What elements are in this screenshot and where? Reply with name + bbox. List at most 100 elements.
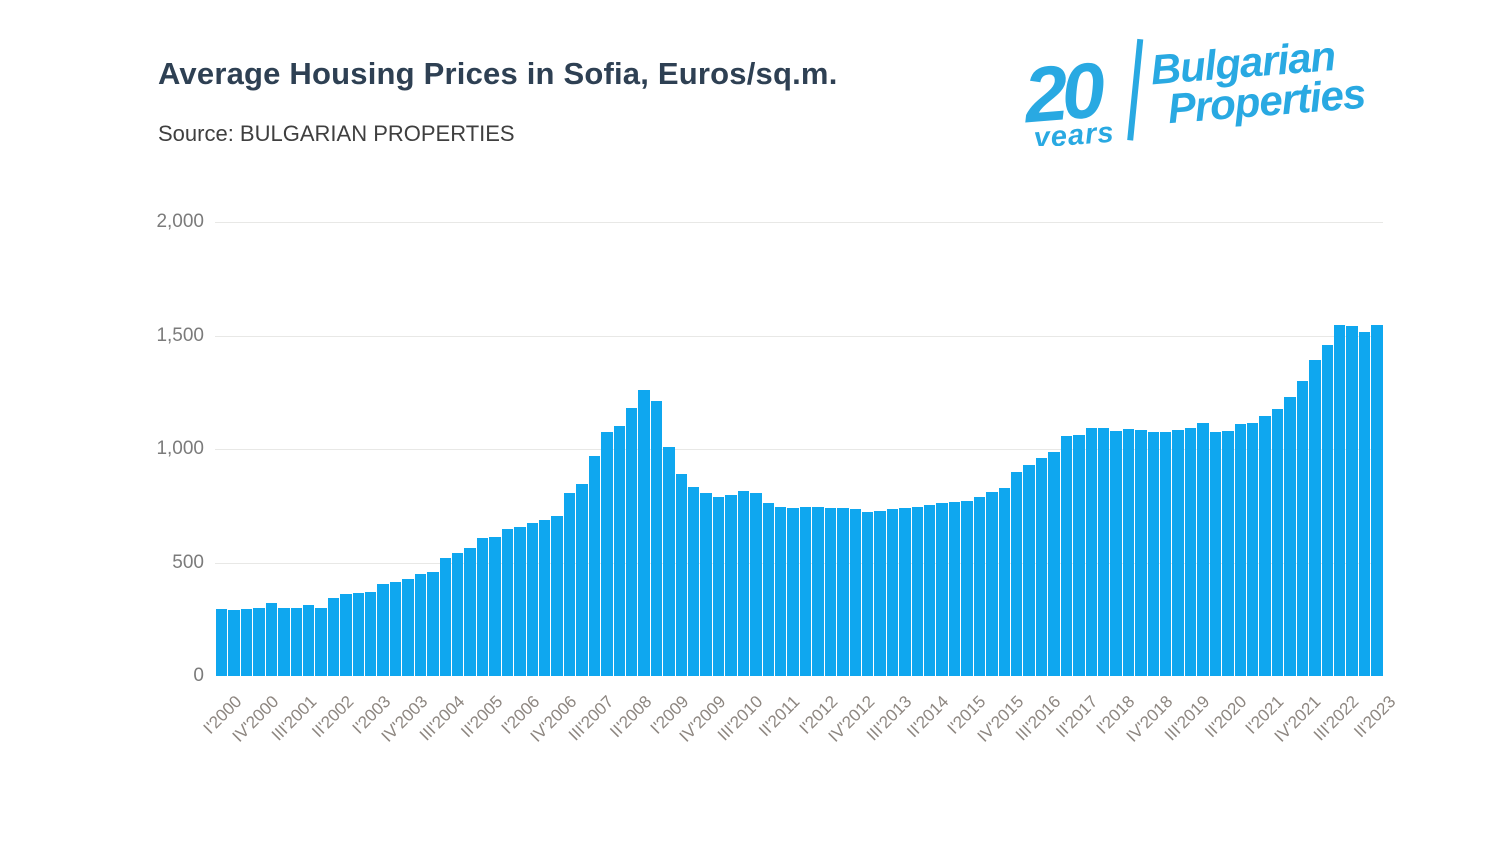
y-axis-label: 1,500 (156, 325, 204, 346)
bar-III'2003 (389, 582, 402, 676)
bar-I'2006 (514, 527, 526, 676)
bar-II'2007 (576, 484, 588, 676)
bar-II'2015 (973, 497, 986, 676)
bar-I'2015 (961, 501, 973, 676)
bar-III'2006 (538, 520, 551, 676)
y-axis-label: 500 (172, 552, 204, 573)
bar-II'2014 (924, 505, 936, 676)
bar-II'2020 (1222, 431, 1234, 676)
gridline-y-2000 (215, 222, 1383, 223)
bar-III'2020 (1234, 424, 1247, 676)
bar-I'2011 (762, 503, 774, 676)
bar-IV'2016 (1048, 452, 1060, 676)
source-label: Source: BULGARIAN PROPERTIES (158, 121, 515, 146)
bar-I'2010 (712, 497, 725, 676)
gridline-y-1500 (215, 336, 1383, 337)
bar-III'2013 (886, 509, 899, 676)
bar-I'2003 (365, 592, 377, 676)
bar-II'2016 (1023, 465, 1035, 676)
bar-III'2018 (1135, 430, 1147, 676)
bar-IV'2010 (750, 493, 762, 676)
bar-I'2009 (663, 447, 675, 676)
bar-IV'2008 (650, 401, 663, 676)
bar-I'2002 (315, 608, 327, 676)
bar-III'2009 (688, 487, 700, 676)
bar-I'2021 (1259, 416, 1271, 676)
bar-IV'2013 (899, 508, 911, 676)
bar-III'2012 (837, 508, 849, 676)
bar-IV'2015 (998, 488, 1010, 676)
bar-III'2010 (737, 491, 750, 676)
bar-IV'2011 (799, 507, 812, 676)
brand-logo: 20 years Bulgarian Properties (1019, 32, 1367, 146)
logo-slash (1127, 38, 1144, 141)
bar-IV'2006 (551, 516, 563, 676)
bar-II'2004 (427, 572, 439, 676)
page-title: Average Housing Prices in Sofia, Euros/s… (158, 56, 838, 91)
bar-III'2000 (240, 609, 253, 676)
y-axis-label: 0 (193, 665, 204, 686)
bar-III'2019 (1184, 428, 1197, 676)
bar-II'2013 (874, 511, 886, 676)
bar-IV'2009 (700, 493, 712, 676)
gridline-y-500 (215, 563, 1383, 564)
bar-I'2014 (911, 507, 924, 676)
bar-III'2002 (340, 594, 352, 676)
bar-II'2022 (1321, 345, 1333, 676)
bar-I'2008 (613, 426, 625, 676)
bar-III'2021 (1284, 397, 1296, 676)
bar-I'2022 (1309, 360, 1321, 676)
bar-II'2008 (625, 408, 638, 676)
bar-I'2001 (265, 603, 278, 676)
bar-I'2018 (1110, 431, 1122, 676)
bar-III'2005 (489, 537, 501, 676)
bar-II'2018 (1122, 429, 1135, 676)
bar-IV'2000 (253, 608, 265, 676)
bar-III'2015 (986, 492, 998, 676)
bar-IV'2007 (601, 432, 613, 676)
bar-IV'2001 (302, 605, 315, 676)
bar-II'2019 (1172, 430, 1184, 676)
bar-series (216, 222, 1383, 676)
bar-I'2019 (1160, 432, 1172, 676)
bar-IV'2014 (948, 502, 961, 676)
bar-III'2022 (1333, 325, 1346, 676)
bar-I'2004 (414, 574, 427, 676)
bar-I'2012 (812, 507, 824, 676)
bar-IV'2004 (452, 553, 464, 676)
bar-II'2000 (228, 610, 240, 676)
bar-II'2002 (327, 598, 340, 676)
bar-II'2021 (1271, 409, 1284, 676)
bar-III'2016 (1035, 458, 1048, 676)
bar-II'2012 (824, 508, 837, 676)
bar-I'2020 (1209, 432, 1222, 676)
bar-IV'2021 (1296, 381, 1309, 676)
bar-III'2004 (439, 558, 452, 676)
bar-II'2023 (1371, 325, 1383, 676)
bar-I'2007 (563, 493, 576, 676)
bar-IV'2003 (402, 579, 414, 676)
bar-I'2013 (861, 512, 874, 676)
bar-II'2017 (1073, 435, 1085, 676)
logo-20-text: 20 (1019, 45, 1108, 139)
y-axis-label: 2,000 (156, 211, 204, 232)
bar-I'2000 (216, 609, 228, 676)
bar-III'2007 (588, 456, 601, 676)
bar-I'2016 (1011, 472, 1023, 676)
bar-II'2005 (476, 538, 489, 676)
bar-II'2006 (526, 523, 538, 676)
bar-I'2023 (1358, 332, 1371, 676)
bar-IV'2019 (1197, 423, 1209, 676)
gridline-y-1000 (215, 449, 1383, 450)
bar-III'2014 (936, 503, 948, 676)
bar-II'2001 (278, 608, 290, 676)
bar-IV'2017 (1097, 428, 1110, 676)
bar-III'2017 (1085, 428, 1097, 676)
bar-II'2011 (774, 507, 787, 676)
bar-III'2001 (290, 608, 302, 676)
bar-IV'2005 (501, 529, 514, 676)
bar-IV'2018 (1147, 432, 1160, 676)
bar-I'2017 (1060, 436, 1073, 676)
bar-IV'2002 (352, 593, 365, 676)
